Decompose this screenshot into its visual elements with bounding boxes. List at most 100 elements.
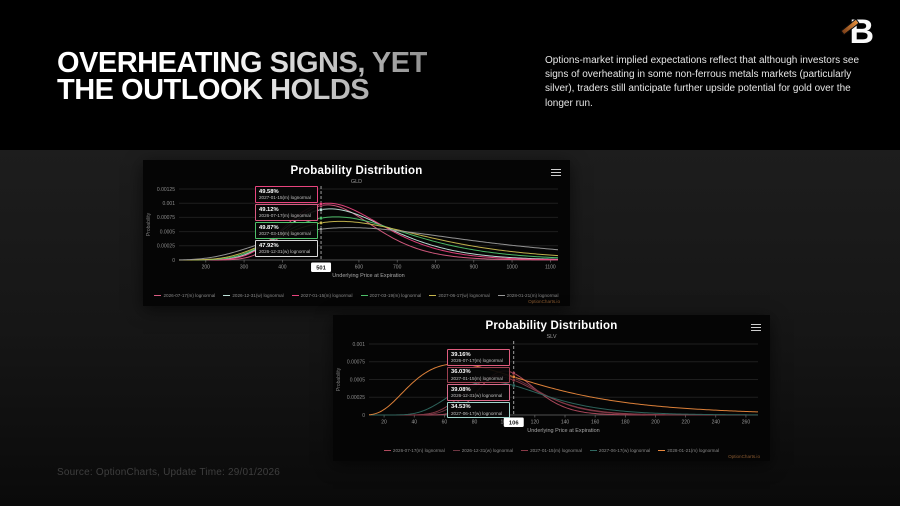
series-curve — [369, 370, 758, 416]
y-tick-label: 0.0005 — [350, 377, 366, 383]
brand-logo: B — [836, 12, 880, 54]
legend-label: 2027-06-17(w) lognormal — [598, 448, 651, 453]
current-price-label: 106 — [509, 421, 519, 427]
chart-legend: 2026-07-17(m) lognormal 2026-12-31(w) log… — [143, 293, 570, 298]
legend-item[interactable]: 2026-07-17(m) lognormal — [383, 448, 445, 453]
header: OVERHEATING SIGNS, YET THE OUTLOOK HOLDS… — [0, 0, 900, 150]
legend-item[interactable]: 2027-01-15(m) lognormal — [521, 448, 582, 453]
callout-series-name: 2027-01-15(m) lognormal — [451, 375, 503, 381]
legend-item[interactable]: 2026-12-31(w) lognormal — [223, 293, 284, 298]
callout-stack: 39.16% 2026-07-17(m) lognormal 36.03% 2027-… — [447, 349, 510, 418]
x-tick-label: 600 — [355, 265, 364, 271]
legend-item[interactable]: 2027-03-19(m) lognormal — [360, 293, 422, 298]
legend-item[interactable]: 2027-06-17(w) lognormal — [589, 448, 651, 453]
callout-series-name: 2026-07-17(m) lognormal — [259, 213, 311, 218]
x-tick-label: 800 — [431, 265, 440, 271]
series-curve — [368, 363, 759, 416]
page-title: OVERHEATING SIGNS, YET THE OUTLOOK HOLDS — [57, 50, 427, 104]
x-tick-label: 240 — [712, 420, 721, 426]
y-tick-label: 0.00075 — [347, 360, 365, 366]
chart-menu-icon[interactable] — [751, 322, 761, 333]
callout-box: 36.03% 2027-01-15(m) lognormal — [447, 366, 510, 383]
callout-probability: 34.53% — [451, 404, 471, 410]
price-intersection-marker — [319, 216, 323, 221]
source-note: Source: OptionCharts, Update Time: 29/01… — [57, 467, 281, 478]
callout-box: 49.12% 2026-07-17(m) lognormal — [255, 204, 318, 221]
chart-menu-icon[interactable] — [551, 167, 561, 178]
callout-probability: 49.12% — [259, 206, 279, 213]
callout-probability: 49.58% — [259, 188, 279, 195]
content-area: Probability Distribution GLD 0 0.00025 0.0… — [0, 150, 900, 506]
callout-probability: 49.87% — [259, 224, 279, 231]
legend-label: 2027-01-15(m) lognormal — [530, 448, 582, 453]
callout-series-name: 2026-12-31(w) lognormal — [451, 393, 503, 398]
legend-item[interactable]: 2028-01-21(m) lognormal — [497, 293, 559, 298]
legend-label: 2028-01-21(m) lognormal — [667, 448, 720, 453]
x-tick-label: 80 — [472, 420, 478, 426]
plot-area-gld: 0 0.00025 0.0005 0.00075 0.001 0.00125 200 300 4… — [146, 186, 559, 279]
x-tick-label: 200 — [651, 420, 660, 426]
legend-swatch-icon — [521, 449, 529, 452]
legend-label: 2027-03-19(m) lognormal — [369, 293, 422, 298]
price-intersection-marker — [319, 221, 323, 225]
callout-series-name: 2027-03-19(m) lognormal — [259, 231, 311, 236]
callout-probability: 36.03% — [451, 369, 471, 375]
x-tick-label: 20 — [381, 420, 387, 426]
chart-subtitle: GLD — [350, 179, 363, 185]
x-tick-label: 140 — [561, 420, 570, 426]
x-axis-title: Underlying Price at Expiration — [527, 428, 599, 434]
legend-swatch-icon — [360, 294, 368, 297]
legend-swatch-icon — [452, 449, 460, 452]
series-curve — [179, 202, 559, 261]
y-tick-label: 0.00025 — [157, 244, 175, 250]
legend-item[interactable]: 2026-12-31(w) lognormal — [452, 448, 513, 453]
x-tick-label: 300 — [240, 265, 249, 271]
legend-label: 2027-06-17(w) lognormal — [438, 293, 490, 298]
x-tick-label: 260 — [742, 420, 751, 426]
callout-box: 47.92% 2026-12-31(w) lognormal — [255, 240, 318, 257]
current-price-box — [503, 417, 524, 427]
x-axis-title: Underlying Price at Expiration — [332, 273, 404, 279]
legend-item[interactable]: 2028-01-21(m) lognormal — [658, 448, 719, 453]
series-curve — [179, 204, 558, 261]
price-intersection-marker — [319, 201, 323, 206]
callout-series-name: 2026-07-17(m) lognormal — [451, 358, 503, 363]
legend-item[interactable]: 2027-06-17(w) lognormal — [429, 293, 490, 298]
legend-swatch-icon — [223, 294, 231, 297]
logo-letter: B — [849, 13, 874, 51]
watermark: OptionCharts.io — [528, 299, 560, 304]
chart-title: Probability Distribution — [290, 165, 423, 177]
price-intersection-marker — [511, 383, 516, 388]
series-curve — [179, 216, 559, 261]
legend-label: 2028-01-21(m) lognormal — [506, 293, 559, 298]
x-tick-label: 1000 — [506, 265, 517, 271]
x-tick-label: 40 — [411, 420, 417, 426]
y-tick-label: 0.00025 — [347, 395, 365, 401]
legend-item[interactable]: 2027-01-15(m) lognormal — [291, 293, 353, 298]
legend-swatch-icon — [383, 449, 391, 452]
price-intersection-marker — [511, 378, 516, 383]
price-intersection-marker — [511, 371, 516, 376]
x-tick-label: 400 — [278, 265, 287, 271]
current-price-label: 501 — [316, 266, 326, 272]
x-tick-label: 700 — [393, 265, 402, 271]
chart-panel-gld: Probability Distribution GLD 0 0.00025 0.0… — [143, 160, 570, 306]
legend-swatch-icon — [497, 294, 505, 297]
y-tick-label: 0.001 — [352, 342, 365, 348]
x-tick-label: 220 — [681, 420, 690, 426]
legend-label: 2026-12-31(w) lognormal — [232, 293, 284, 298]
y-tick-label: 0.00125 — [157, 187, 175, 193]
y-tick-label: 0 — [362, 413, 365, 419]
legend-label: 2026-07-17(m) lognormal — [392, 448, 445, 453]
page-title-line2: THE OUTLOOK HOLDS — [57, 74, 370, 106]
current-price-box — [311, 262, 332, 272]
legend-label: 2026-07-17(m) lognormal — [163, 293, 216, 298]
y-axis-title: Probability — [146, 212, 152, 236]
series-curve — [178, 220, 559, 261]
legend-swatch-icon — [658, 449, 666, 452]
legend-item[interactable]: 2026-07-17(m) lognormal — [154, 293, 215, 298]
series-curve — [179, 208, 559, 261]
legend-swatch-icon — [154, 294, 162, 297]
y-tick-label: 0.0005 — [160, 229, 176, 235]
